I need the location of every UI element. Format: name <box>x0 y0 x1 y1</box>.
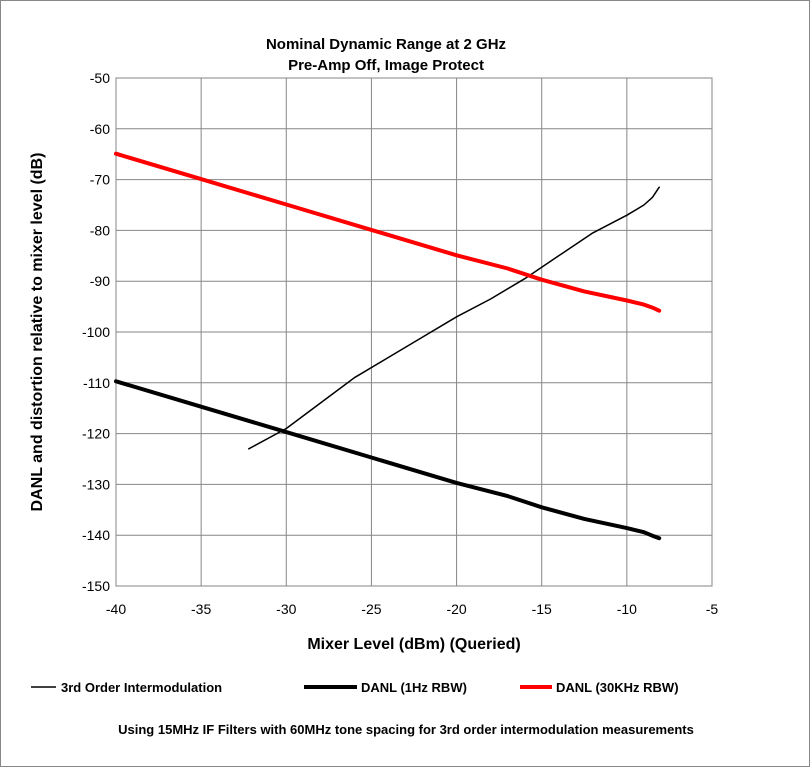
y-tick-label: -110 <box>83 375 110 391</box>
x-tick-label: -10 <box>617 601 637 617</box>
y-tick-label: -100 <box>82 324 110 340</box>
series-lines <box>114 151 662 541</box>
plot-area-border <box>115 77 713 587</box>
y-tick-labels: -50 -60 -70 -80 -90 -100 -110 -120 -130 -140 -150 <box>82 70 110 594</box>
legend-label-danl-1hz: DANL (1Hz RBW) <box>361 680 467 695</box>
y-axis-title: DANL and distortion relative to mixer le… <box>29 153 46 512</box>
legend-label-danl-30khz: DANL (30KHz RBW) <box>556 680 679 695</box>
x-tick-label: -20 <box>446 601 466 617</box>
chart-title: Nominal Dynamic Range at 2 GHz <box>266 36 506 53</box>
x-tick-labels: -40 -35 -30 -25 -20 -15 -10 -5 <box>106 601 719 617</box>
x-tick-label: -40 <box>106 601 126 617</box>
legend-label-3rd-order: 3rd Order Intermodulation <box>61 680 222 695</box>
series-line-3rd-order-intermod <box>248 186 660 450</box>
gridlines <box>115 77 713 587</box>
y-tick-label: -50 <box>90 70 110 86</box>
y-tick-label: -150 <box>82 578 110 594</box>
x-tick-label: -25 <box>361 601 381 617</box>
y-tick-label: -140 <box>82 527 110 543</box>
y-tick-label: -60 <box>90 121 110 137</box>
footnote: Using 15MHz IF Filters with 60MHz tone s… <box>118 722 694 737</box>
chart-subtitle: Pre-Amp Off, Image Protect <box>288 57 484 74</box>
x-tick-label: -30 <box>276 601 296 617</box>
x-tick-label: -5 <box>706 601 719 617</box>
series-line-danl-1hz <box>114 379 662 541</box>
legend: 3rd Order Intermodulation DANL (1Hz RBW)… <box>31 680 679 695</box>
x-tick-label: -35 <box>191 601 211 617</box>
y-tick-label: -130 <box>82 476 110 492</box>
y-tick-label: -90 <box>90 273 110 289</box>
y-tick-label: -70 <box>90 172 110 188</box>
series-line-danl-30khz <box>114 151 662 313</box>
x-tick-label: -15 <box>532 601 552 617</box>
x-axis-title: Mixer Level (dBm) (Queried) <box>307 636 520 653</box>
y-tick-label: -120 <box>82 426 110 442</box>
y-tick-label: -80 <box>90 222 110 238</box>
